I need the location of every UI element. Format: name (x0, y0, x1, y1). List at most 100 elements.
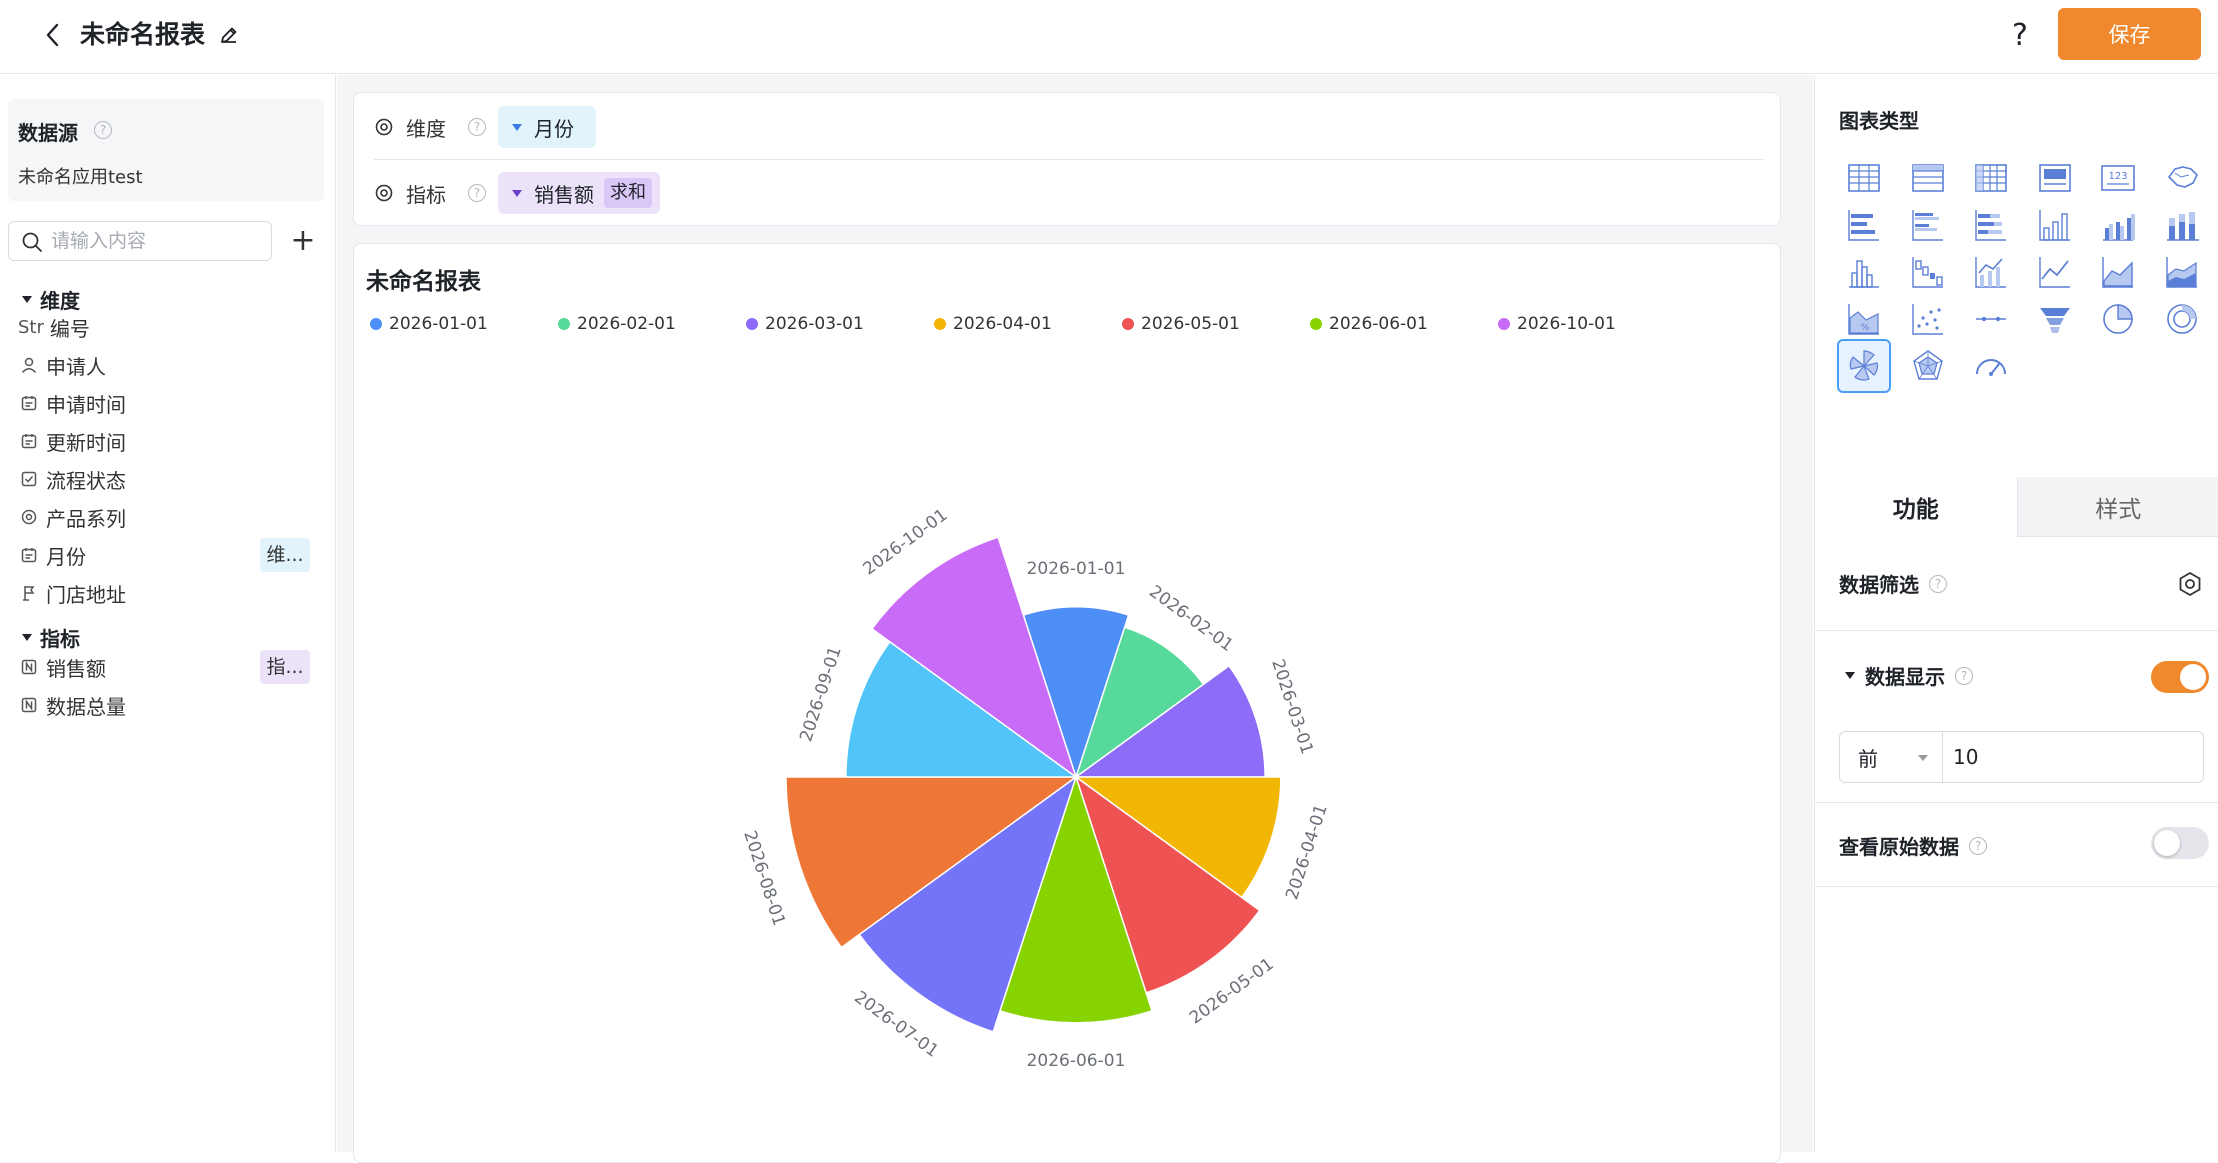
report-title: 未命名报表 (80, 18, 205, 52)
display-mode-value: 前 (1858, 743, 1878, 772)
legend-label: 2026-02-01 (577, 314, 676, 334)
data-display-toggle[interactable] (2151, 661, 2209, 693)
pie-icon[interactable] (2091, 292, 2145, 346)
bar-grouped-horizontal-icon[interactable] (1901, 198, 1955, 252)
data-display-label: 数据显示 (1865, 661, 1945, 690)
datasource-title: 数据源 (18, 117, 78, 146)
gear-icon[interactable] (374, 183, 394, 203)
area-icon[interactable] (2091, 245, 2145, 299)
sector-label: 2026-04-01 (1282, 802, 1332, 902)
table-icon[interactable] (1837, 151, 1891, 205)
aggregation-badge: 求和 (604, 178, 652, 208)
metric-config-row: 指标 ? 销售额 求和 (374, 171, 660, 215)
field-item-update-time[interactable]: 更新时间 (18, 422, 324, 460)
field-item-data-count[interactable]: 数据总量 (18, 686, 324, 724)
legend-item[interactable]: 2026-03-01 (746, 312, 864, 336)
stacked-area-icon[interactable] (2155, 245, 2209, 299)
sector-label: 2026-03-01 (1267, 657, 1317, 757)
gauge-icon[interactable] (1964, 339, 2018, 393)
field-label: 数据总量 (46, 691, 126, 720)
legend-item[interactable]: 2026-02-01 (558, 312, 676, 336)
raw-data-toggle[interactable] (2151, 827, 2209, 859)
datasource-name: 未命名应用test (18, 163, 143, 189)
legend-item[interactable]: 2026-01-01 (370, 312, 488, 336)
save-button[interactable]: 保存 (2058, 8, 2201, 60)
column-grouped-icon[interactable] (2091, 198, 2145, 252)
legend-item[interactable]: 2026-06-01 (1310, 312, 1428, 336)
add-field-button[interactable]: + (288, 221, 318, 261)
gear-icon[interactable] (374, 117, 394, 137)
legend-item[interactable]: 2026-10-01 (1498, 312, 1616, 336)
bar-horizontal-icon[interactable] (1837, 198, 1891, 252)
datasource-box: 数据源 ? 未命名应用test (8, 99, 324, 201)
tab-function[interactable]: 功能 (1815, 477, 2017, 537)
field-item-sales[interactable]: 销售额 指... (18, 648, 324, 686)
field-item-month[interactable]: 月份 维... (18, 536, 324, 574)
legend-item[interactable]: 2026-04-01 (934, 312, 1052, 336)
question-mark-icon[interactable]: ? (1929, 575, 1947, 593)
legend-swatch (1310, 318, 1322, 330)
question-mark-icon[interactable]: ? (1955, 667, 1973, 685)
map-icon[interactable] (2155, 151, 2209, 205)
bar-stacked-horizontal-icon[interactable] (1964, 198, 2018, 252)
field-label: 月份 (46, 541, 86, 570)
display-count-input[interactable] (1942, 731, 2204, 783)
column-icon[interactable] (2028, 198, 2082, 252)
dimension-config-label: 维度 (406, 113, 446, 142)
field-item-store-address[interactable]: 门店地址 (18, 574, 324, 612)
question-mark-icon[interactable]: ? (1969, 837, 1987, 855)
bar-line-combo-icon[interactable] (1964, 245, 2018, 299)
search-input[interactable] (51, 228, 261, 254)
caret-down-icon (1845, 672, 1855, 679)
slope-icon[interactable] (1964, 292, 2018, 346)
display-mode-select[interactable]: 前 (1839, 731, 1943, 783)
field-label: 产品系列 (46, 503, 126, 532)
chart-type-title: 图表类型 (1839, 105, 1919, 134)
card-icon[interactable] (2028, 151, 2082, 205)
field-item-applicant[interactable]: 申请人 (18, 346, 324, 384)
donut-icon[interactable] (2155, 292, 2209, 346)
tab-style[interactable]: 样式 (2017, 477, 2218, 537)
radio-icon (18, 506, 40, 528)
dimension-pill[interactable]: 月份 (498, 106, 596, 148)
caret-down-icon (512, 190, 522, 197)
line-icon[interactable] (2028, 245, 2082, 299)
metric-pill[interactable]: 销售额 求和 (498, 172, 660, 214)
legend-label: 2026-06-01 (1329, 314, 1428, 334)
percent-area-icon[interactable]: % (1837, 292, 1891, 346)
caret-down-icon (22, 634, 32, 641)
field-item-product-series[interactable]: 产品系列 (18, 498, 324, 536)
waterfall-icon[interactable] (1901, 245, 1955, 299)
field-item-id[interactable]: Str 编号 (18, 308, 324, 346)
detail-table-icon[interactable] (1901, 151, 1955, 205)
question-mark-icon[interactable]: ? (94, 121, 112, 139)
field-item-apply-time[interactable]: 申请时间 (18, 384, 324, 422)
metric-config-label: 指标 (406, 179, 446, 208)
rose-icon[interactable] (1837, 339, 1891, 393)
radar-icon[interactable] (1901, 339, 1955, 393)
dimension-config-row: 维度 ? 月份 (374, 105, 596, 149)
pivot-table-icon[interactable] (1964, 151, 2018, 205)
legend-item[interactable]: 2026-05-01 (1122, 312, 1240, 336)
raw-data-label: 查看原始数据 (1839, 831, 1959, 860)
back-arrow-icon[interactable] (36, 18, 70, 52)
legend-swatch (1498, 318, 1510, 330)
kpi-number-icon[interactable]: 123 (2091, 151, 2145, 205)
column-stacked-icon[interactable] (2155, 198, 2209, 252)
field-label: 更新时间 (46, 427, 126, 456)
question-mark-icon[interactable]: ? (468, 184, 486, 202)
filter-settings-icon[interactable] (2177, 571, 2203, 597)
scatter-icon[interactable] (1901, 292, 1955, 346)
string-icon: Str (18, 317, 44, 338)
sector-label: 2026-08-01 (739, 828, 789, 928)
data-display-row: 数据显示 ? 前 (1815, 631, 2218, 803)
question-mark-icon[interactable]: ? (468, 118, 486, 136)
funnel-icon[interactable] (2028, 292, 2082, 346)
field-item-process-status[interactable]: 流程状态 (18, 460, 324, 498)
edit-pencil-icon[interactable] (214, 20, 244, 50)
properties-panel: 图表类型 123% 功能 样式 数据筛选 ? 数据显示 ? 前 查看原始数据 ? (1814, 75, 2218, 1152)
help-icon[interactable]: ? (2000, 16, 2040, 56)
number-icon (18, 694, 40, 716)
histogram-icon[interactable] (1837, 245, 1891, 299)
